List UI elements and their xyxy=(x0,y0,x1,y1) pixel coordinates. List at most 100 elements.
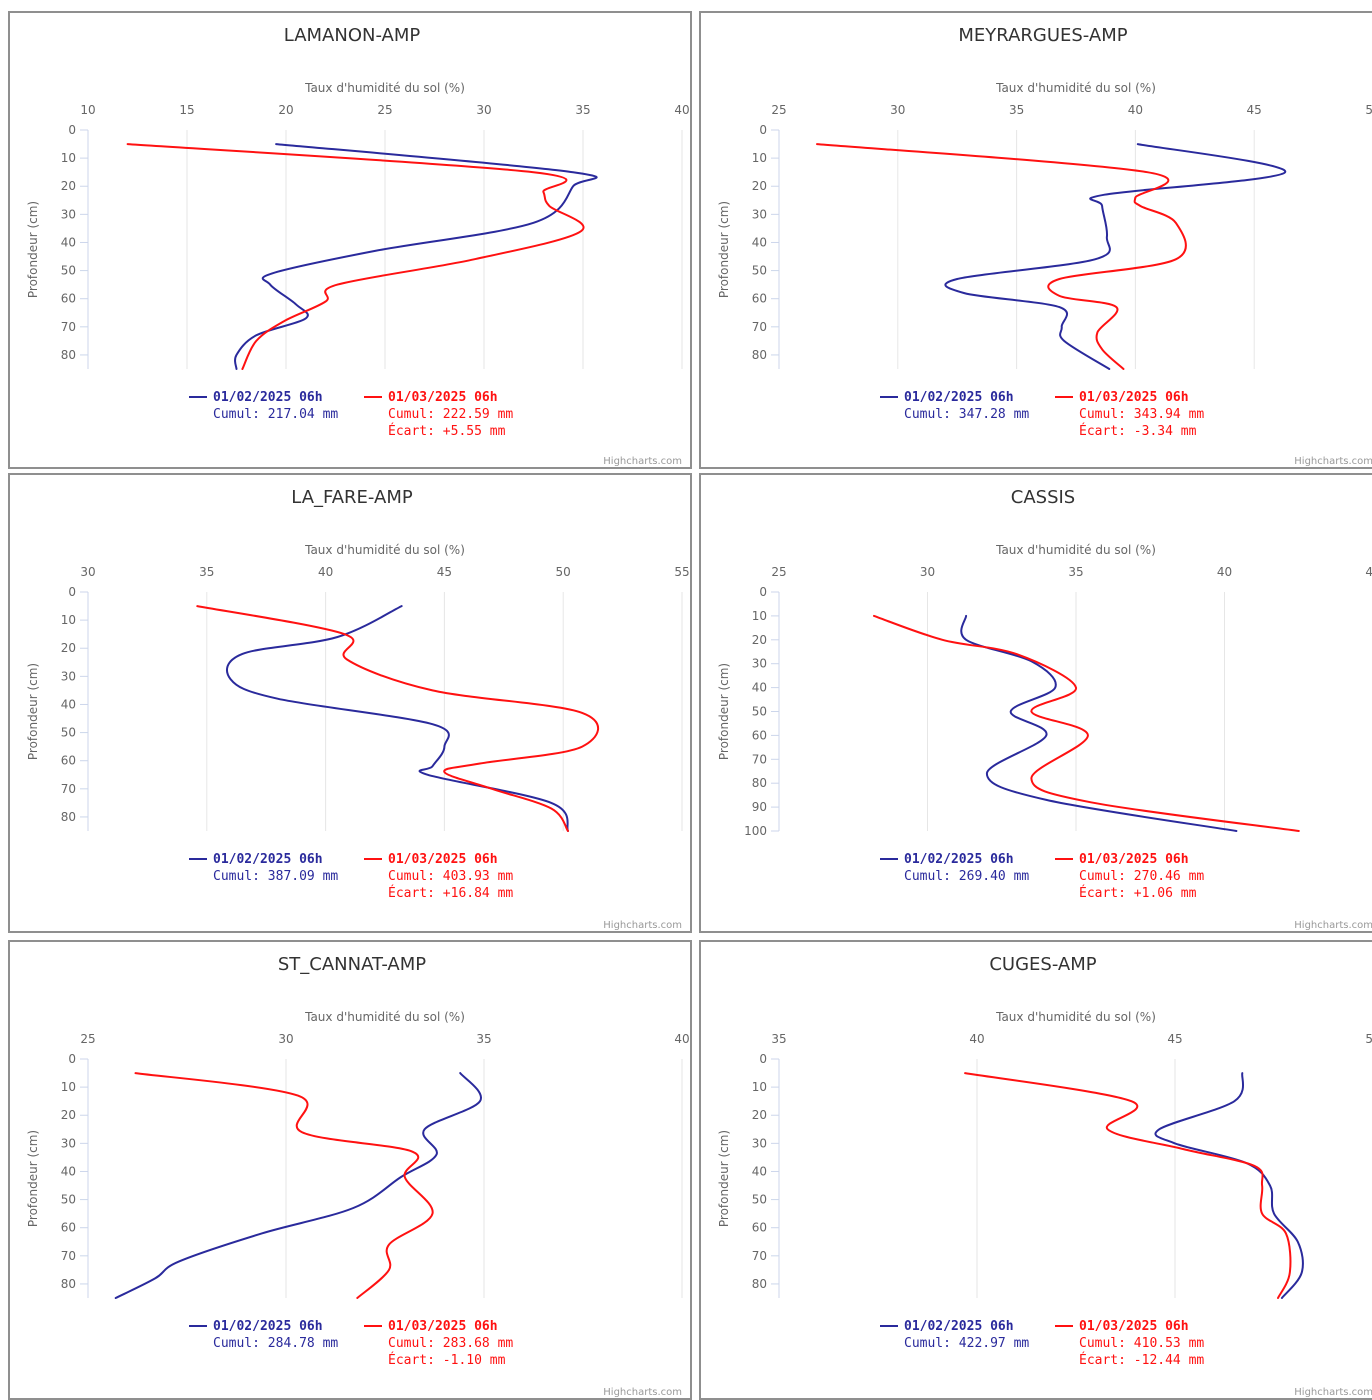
series-line-1 xyxy=(226,605,569,832)
chart-title: ST_CANNAT-AMP xyxy=(278,954,426,975)
y-tick-label: 40 xyxy=(752,1164,767,1178)
legend-item-name: 01/03/2025 06h xyxy=(388,852,498,867)
legend-ecart: Écart: -12.44 mm xyxy=(1079,1352,1204,1368)
x-tick-label: 30 xyxy=(890,103,905,117)
y-tick-label: 0 xyxy=(759,585,767,599)
x-tick-label: 45 xyxy=(437,565,452,579)
y-axis-title: Profondeur (cm) xyxy=(26,201,40,298)
chart-svg: LA_FARE-AMP Taux d'humidité du sol (%) 30 3… xyxy=(26,487,690,931)
credits-link: Highcharts.com xyxy=(603,456,682,467)
legend-item-name: 01/03/2025 06h xyxy=(388,1319,498,1334)
legend-cumul: Cumul: 387.09 mm xyxy=(213,869,338,884)
y-tick-label: 60 xyxy=(752,1221,767,1235)
y-tick-label: 60 xyxy=(752,728,767,742)
y-tick-label: 80 xyxy=(61,810,76,824)
y-axis-title: Profondeur (cm) xyxy=(717,1130,731,1227)
x-axis-title: Taux d'humidité du sol (%) xyxy=(995,1010,1156,1024)
series-line-2 xyxy=(964,1072,1292,1299)
legend-item-name: 01/02/2025 06h xyxy=(213,852,323,867)
y-tick-label: 20 xyxy=(752,1108,767,1122)
y-tick-label: 60 xyxy=(61,1221,76,1235)
y-tick-label: 10 xyxy=(61,1080,76,1094)
x-tick-label: 30 xyxy=(80,565,95,579)
legend-cumul: Cumul: 343.94 mm xyxy=(1079,407,1204,422)
chart-title: MEYRARGUES-AMP xyxy=(958,25,1127,46)
x-axis-title: Taux d'humidité du sol (%) xyxy=(304,543,465,557)
legend-ecart: Écart: +5.55 mm xyxy=(388,423,506,439)
chart-panel: LA_FARE-AMP Taux d'humidité du sol (%) 30 3… xyxy=(8,473,692,933)
chart-panel: LAMANON-AMP Taux d'humidité du sol (%) 10 1… xyxy=(8,11,692,469)
x-tick-label: 25 xyxy=(80,1032,95,1046)
y-tick-label: 70 xyxy=(61,1249,76,1263)
y-tick-label: 70 xyxy=(752,1249,767,1263)
x-tick-label: 40 xyxy=(969,1032,984,1046)
legend-ecart: Écart: -1.10 mm xyxy=(388,1352,506,1368)
y-tick-label: 50 xyxy=(752,264,767,278)
y-tick-label: 60 xyxy=(752,292,767,306)
series-line-2 xyxy=(126,143,585,370)
y-tick-label: 90 xyxy=(752,800,767,814)
x-tick-label: 45 xyxy=(1365,565,1372,579)
y-tick-label: 80 xyxy=(61,1277,76,1291)
y-tick-label: 80 xyxy=(752,776,767,790)
legend-item-name: 01/03/2025 06h xyxy=(388,390,498,405)
y-tick-label: 20 xyxy=(752,633,767,647)
y-tick-label: 60 xyxy=(61,754,76,768)
x-tick-label: 35 xyxy=(476,1032,491,1046)
x-tick-label: 10 xyxy=(80,103,95,117)
x-tick-label: 50 xyxy=(556,565,571,579)
legend-cumul: Cumul: 283.68 mm xyxy=(388,1336,513,1351)
y-tick-label: 20 xyxy=(752,179,767,193)
y-tick-label: 30 xyxy=(61,669,76,683)
x-tick-label: 35 xyxy=(1068,565,1083,579)
chart-panel: MEYRARGUES-AMP Taux d'humidité du sol (%)… xyxy=(699,11,1372,469)
legend-cumul: Cumul: 269.40 mm xyxy=(904,869,1029,884)
legend-item-name: 01/03/2025 06h xyxy=(1079,390,1189,405)
x-tick-label: 30 xyxy=(920,565,935,579)
y-tick-label: 100 xyxy=(744,824,767,838)
y-tick-label: 40 xyxy=(61,697,76,711)
legend-cumul: Cumul: 347.28 mm xyxy=(904,407,1029,422)
x-tick-label: 30 xyxy=(278,1032,293,1046)
x-tick-label: 40 xyxy=(674,103,689,117)
legend-ecart: Écart: +1.06 mm xyxy=(1079,885,1197,901)
legend-cumul: Cumul: 403.93 mm xyxy=(388,869,513,884)
y-tick-label: 40 xyxy=(61,235,76,249)
legend-item-name: 01/02/2025 06h xyxy=(904,1319,1014,1334)
chart-title: CASSIS xyxy=(1011,487,1075,508)
x-tick-label: 35 xyxy=(771,1032,786,1046)
y-tick-label: 10 xyxy=(752,151,767,165)
y-tick-label: 30 xyxy=(752,1136,767,1150)
y-tick-label: 40 xyxy=(752,235,767,249)
y-tick-label: 70 xyxy=(61,320,76,334)
series-line-1 xyxy=(234,143,598,370)
credits-link: Highcharts.com xyxy=(1294,456,1372,467)
y-tick-label: 30 xyxy=(61,1136,76,1150)
y-tick-label: 10 xyxy=(752,609,767,623)
y-tick-label: 0 xyxy=(759,1052,767,1066)
legend-cumul: Cumul: 284.78 mm xyxy=(213,1336,338,1351)
x-axis-title: Taux d'humidité du sol (%) xyxy=(995,543,1156,557)
legend-cumul: Cumul: 410.53 mm xyxy=(1079,1336,1204,1351)
x-axis-title: Taux d'humidité du sol (%) xyxy=(304,1010,465,1024)
y-tick-label: 10 xyxy=(752,1080,767,1094)
series-line-2 xyxy=(134,1072,434,1299)
y-tick-label: 60 xyxy=(61,292,76,306)
chart-panel: ST_CANNAT-AMP Taux d'humidité du sol (%) 2… xyxy=(8,940,692,1400)
y-tick-label: 70 xyxy=(752,752,767,766)
legend-item-name: 01/02/2025 06h xyxy=(904,852,1014,867)
chart-panel: CUGES-AMP Taux d'humidité du sol (%) 35 40 4… xyxy=(699,940,1372,1400)
y-tick-label: 30 xyxy=(752,207,767,221)
x-tick-label: 40 xyxy=(1128,103,1143,117)
credits-link: Highcharts.com xyxy=(1294,1387,1372,1398)
series-line-2 xyxy=(196,605,599,832)
legend-cumul: Cumul: 222.59 mm xyxy=(388,407,513,422)
chart-title: CUGES-AMP xyxy=(989,954,1096,975)
y-tick-label: 20 xyxy=(61,641,76,655)
x-tick-label: 20 xyxy=(278,103,293,117)
x-axis-title: Taux d'humidité du sol (%) xyxy=(995,81,1156,95)
x-tick-label: 40 xyxy=(318,565,333,579)
legend-item-name: 01/02/2025 06h xyxy=(213,390,323,405)
credits-link: Highcharts.com xyxy=(1294,920,1372,931)
series-line-2 xyxy=(816,143,1187,370)
